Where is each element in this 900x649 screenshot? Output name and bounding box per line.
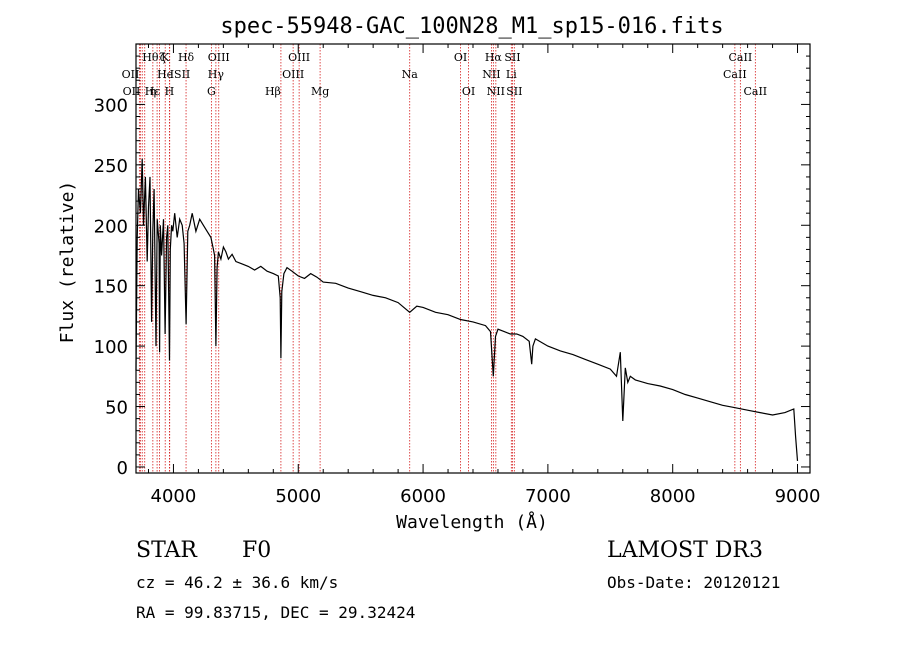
line-label: OIII <box>282 68 304 81</box>
line-label: Hγ <box>208 68 225 81</box>
line-label: SII <box>506 85 522 98</box>
line-markers <box>138 44 756 473</box>
y-tick-label: 150 <box>94 277 128 298</box>
line-label: CaII <box>723 68 747 81</box>
y-tick-label: 250 <box>94 156 128 177</box>
observation-date: Obs-Date: 20120121 <box>607 573 781 592</box>
spectrum-chart: spec-55948-GAC_100N28_M1_sp15-016.fits O… <box>57 14 821 533</box>
y-tick-label: 50 <box>105 398 128 419</box>
line-label: Hθ <box>142 51 159 64</box>
redshift-cz: cz = 46.2 ± 36.6 km/s <box>136 573 339 592</box>
line-label: Hα <box>485 51 503 64</box>
x-axis-label: Wavelength (Å) <box>396 511 548 533</box>
spectrum-line <box>135 158 799 461</box>
x-tick-label: 8000 <box>650 486 696 507</box>
y-axis-label: Flux (relative) <box>57 181 78 344</box>
y-tick-label: 100 <box>94 337 128 358</box>
y-tick-label: 0 <box>117 458 128 479</box>
plot-frame <box>135 43 811 474</box>
line-label: NII <box>487 85 505 98</box>
line-label: Mg <box>311 85 329 98</box>
line-label: H <box>165 85 175 98</box>
line-label: Hε <box>145 85 161 98</box>
line-label: ISII <box>170 68 191 81</box>
line-label: Hδ <box>178 51 195 64</box>
x-tick-label: 9000 <box>775 486 821 507</box>
line-label: Na <box>402 68 419 81</box>
line-label: OI <box>454 51 467 64</box>
y-tick-label: 200 <box>94 216 128 237</box>
x-tick-label: 4000 <box>151 486 197 507</box>
line-label: CaII <box>743 85 767 98</box>
chart-title: spec-55948-GAC_100N28_M1_sp15-016.fits <box>220 14 723 39</box>
line-label: He <box>157 68 173 81</box>
line-label: OIII <box>208 51 230 64</box>
line-label: η <box>150 85 157 98</box>
line-label: OIII <box>288 51 310 64</box>
y-axis-ticks: 0 50 100 150 200 250 300 <box>94 55 810 479</box>
x-axis-ticks: 4000 5000 6000 7000 8000 9000 <box>147 44 821 507</box>
line-labels: OIIOIIHθHεηHeζKHISIIHδGHγOIIIHβOIIIOIIIM… <box>122 51 768 98</box>
object-subclass: F0 <box>242 538 272 563</box>
line-label: Hβ <box>265 85 281 98</box>
line-label: OI <box>462 85 475 98</box>
line-label: CaII <box>729 51 753 64</box>
object-class: STAR <box>136 538 197 563</box>
line-label: K <box>161 51 170 64</box>
line-label: NII <box>482 68 500 81</box>
x-tick-label: 6000 <box>400 486 446 507</box>
coordinates: RA = 99.83715, DEC = 29.32424 <box>136 603 416 622</box>
line-label: Li <box>506 68 517 81</box>
survey-name: LAMOST DR3 <box>607 538 763 563</box>
line-label: G <box>207 85 216 98</box>
x-tick-label: 7000 <box>525 486 571 507</box>
y-tick-label: 300 <box>94 95 128 116</box>
line-label: ζ <box>160 51 166 64</box>
x-tick-label: 5000 <box>275 486 321 507</box>
line-label: SII <box>504 51 520 64</box>
line-label: OII <box>122 68 140 81</box>
